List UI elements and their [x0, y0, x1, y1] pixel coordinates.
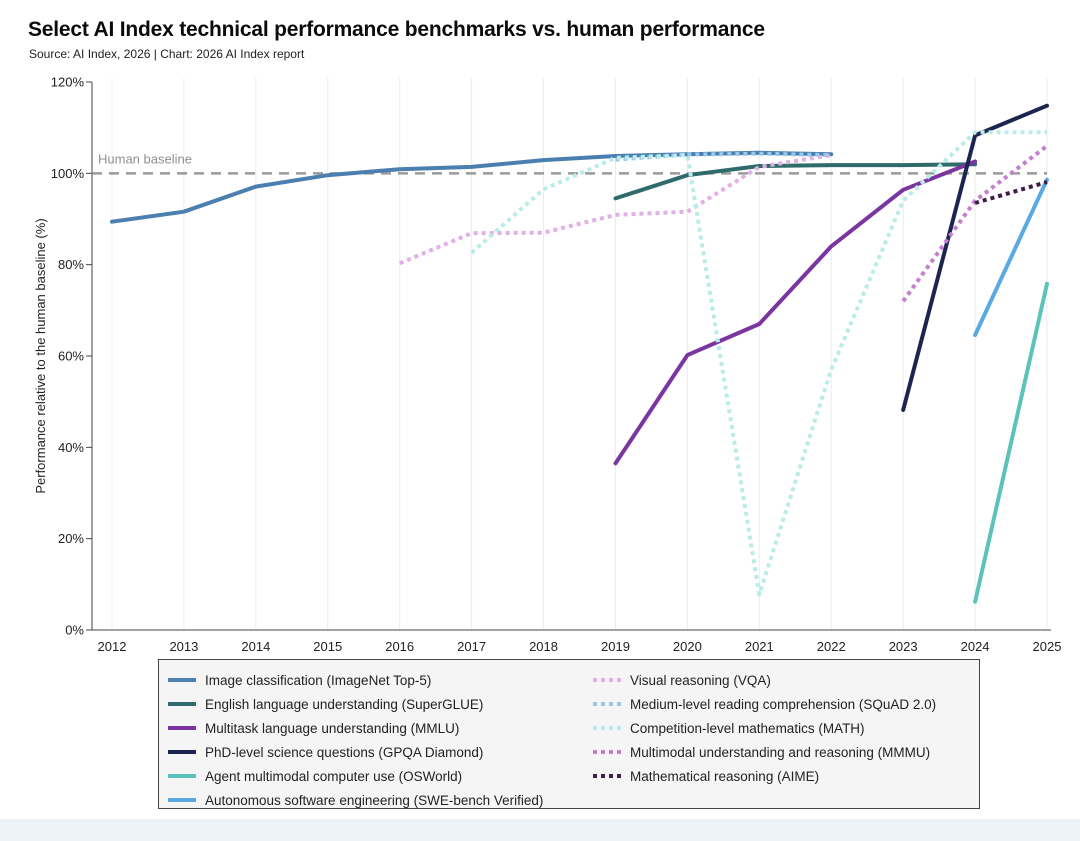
grid-layer — [111, 78, 1048, 630]
x-tick-label: 2019 — [601, 639, 630, 654]
legend-swatch — [168, 774, 196, 778]
legend-label: PhD-level science questions (GPQA Diamon… — [205, 744, 484, 760]
x-tick-label: 2013 — [169, 639, 198, 654]
legend-item: Autonomous software engineering (SWE-ben… — [167, 788, 543, 812]
x-tick-label: 2017 — [457, 639, 486, 654]
legend-column-left: Image classification (ImageNet Top-5) Eng… — [167, 668, 543, 812]
series-line-medium-level-reading-comprehension-squad-2-0 — [615, 151, 832, 162]
legend-label: Competition-level mathematics (MATH) — [630, 720, 865, 736]
series-line-autonomous-software-engineering-swe-bench-verified — [973, 177, 1049, 337]
y-axis-label: Performance relative to the human baseli… — [33, 218, 48, 493]
page-footer-band — [0, 819, 1080, 841]
series-line-phd-level-science-questions-gpqa-diamond — [901, 103, 1049, 412]
y-tick-label: 0% — [65, 623, 84, 638]
x-tick-label: 2022 — [817, 639, 846, 654]
series-line-competition-level-mathematics-math — [470, 130, 1047, 597]
legend-label: English language understanding (SuperGLU… — [205, 696, 484, 712]
human-baseline-label: Human baseline — [98, 151, 192, 166]
x-tick-label: 2016 — [385, 639, 414, 654]
y-tick-label: 80% — [58, 257, 84, 272]
y-tick-label: 20% — [58, 531, 84, 546]
legend-label: Autonomous software engineering (SWE-ben… — [205, 792, 544, 808]
series-line-visual-reasoning-vqa — [398, 153, 832, 266]
legend-label: Multitask language understanding (MMLU) — [205, 720, 460, 736]
y-tick-label: 60% — [58, 349, 84, 364]
legend-label: Visual reasoning (VQA) — [630, 672, 771, 688]
y-tick-label: 120% — [51, 75, 85, 90]
x-tick-label: 2024 — [961, 639, 990, 654]
x-tick-label: 2015 — [313, 639, 342, 654]
legend-swatch — [168, 798, 196, 802]
axis-layer: 2012 2013 2014 2015 2016 2017 2018 2019 2020 2021… — [51, 75, 1062, 655]
x-tick-label: 2018 — [529, 639, 558, 654]
legend-item: Multitask language understanding (MMLU) — [167, 716, 543, 740]
series-layer — [110, 103, 1049, 604]
legend-swatch — [168, 750, 196, 754]
x-tick-label: 2021 — [745, 639, 774, 654]
series-line-multitask-language-understanding-mmlu — [613, 159, 978, 466]
legend-label: Mathematical reasoning (AIME) — [630, 768, 820, 784]
x-tick-label: 2025 — [1033, 639, 1062, 654]
x-tick-label: 2014 — [241, 639, 270, 654]
legend-swatch — [593, 678, 621, 682]
legend-column-right: Visual reasoning (VQA) Medium-level readi… — [592, 668, 936, 788]
legend-item: PhD-level science questions (GPQA Diamon… — [167, 740, 543, 764]
legend-label: Medium-level reading comprehension (SQuA… — [630, 696, 937, 712]
legend-swatch — [168, 678, 196, 682]
legend: Image classification (ImageNet Top-5) Eng… — [158, 659, 980, 809]
legend-item: Multimodal understanding and reasoning (… — [592, 740, 936, 764]
legend-swatch — [593, 750, 621, 754]
legend-item: Mathematical reasoning (AIME) — [592, 764, 936, 788]
baseline-layer: Human baseline — [92, 151, 1047, 175]
legend-swatch — [593, 774, 621, 778]
legend-item: Agent multimodal computer use (OSWorld) — [167, 764, 543, 788]
legend-item: Medium-level reading comprehension (SQuA… — [592, 692, 936, 716]
legend-item: Image classification (ImageNet Top-5) — [167, 668, 543, 692]
legend-label: Agent multimodal computer use (OSWorld) — [205, 768, 463, 784]
x-tick-label: 2023 — [889, 639, 918, 654]
y-tick-label: 100% — [51, 166, 85, 181]
series-line-agent-multimodal-computer-use-osworld — [973, 281, 1049, 604]
chart-title: Select AI Index technical performance be… — [28, 18, 765, 41]
legend-item: Competition-level mathematics (MATH) — [592, 716, 936, 740]
legend-label: Multimodal understanding and reasoning (… — [630, 744, 931, 760]
x-tick-label: 2020 — [673, 639, 702, 654]
series-line-english-language-understanding-superglue — [613, 162, 978, 201]
legend-label: Image classification (ImageNet Top-5) — [205, 672, 432, 688]
x-tick-label: 2012 — [98, 639, 127, 654]
legend-swatch — [168, 702, 196, 706]
legend-swatch — [593, 702, 621, 706]
series-line-multimodal-understanding-and-reasoning-mmmu — [901, 144, 1049, 303]
legend-item: Visual reasoning (VQA) — [592, 668, 936, 692]
legend-swatch — [168, 726, 196, 730]
legend-swatch — [593, 726, 621, 730]
chart-source: Source: AI Index, 2026 | Chart: 2026 AI … — [29, 47, 305, 61]
legend-item: English language understanding (SuperGLU… — [167, 692, 543, 716]
y-tick-label: 40% — [58, 440, 84, 455]
